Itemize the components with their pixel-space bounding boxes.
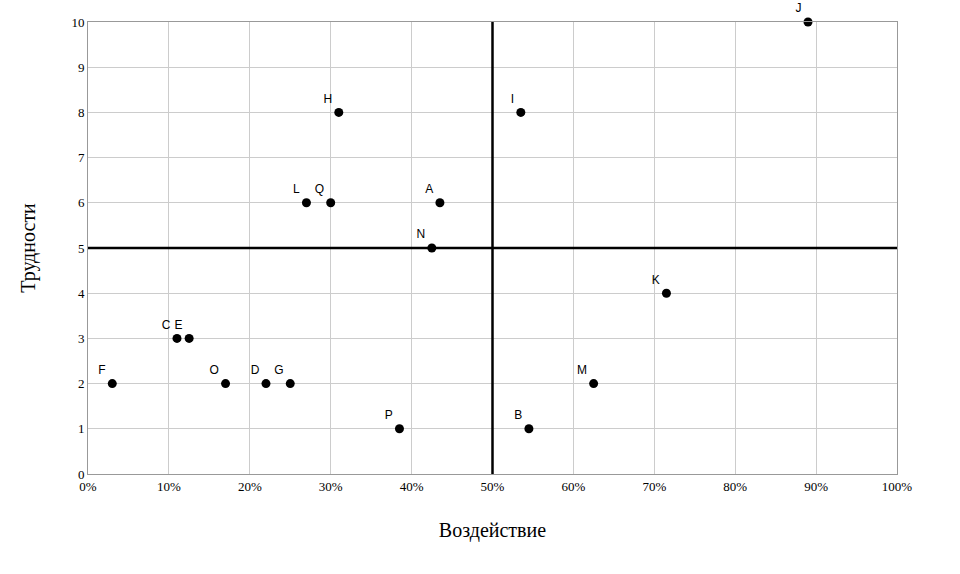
svg-text:4: 4 xyxy=(78,286,85,301)
svg-text:N: N xyxy=(417,227,426,241)
svg-text:F: F xyxy=(98,363,105,377)
svg-text:O: O xyxy=(210,363,219,377)
svg-text:J: J xyxy=(795,1,801,15)
svg-text:I: I xyxy=(511,92,514,106)
svg-text:100%: 100% xyxy=(882,479,913,494)
svg-text:9: 9 xyxy=(78,60,85,75)
svg-text:Трудности: Трудности xyxy=(17,203,40,293)
svg-text:M: M xyxy=(577,363,587,377)
svg-text:A: A xyxy=(425,182,433,196)
svg-text:90%: 90% xyxy=(804,479,828,494)
svg-text:L: L xyxy=(293,182,300,196)
svg-text:G: G xyxy=(274,363,283,377)
svg-text:7: 7 xyxy=(78,150,85,165)
svg-text:80%: 80% xyxy=(723,479,747,494)
svg-text:2: 2 xyxy=(78,376,85,391)
svg-text:50%: 50% xyxy=(481,479,505,494)
svg-text:P: P xyxy=(385,408,393,422)
svg-text:1: 1 xyxy=(78,421,85,436)
svg-text:H: H xyxy=(323,92,332,106)
svg-text:5: 5 xyxy=(78,241,85,256)
svg-text:70%: 70% xyxy=(642,479,666,494)
svg-text:B: B xyxy=(514,408,522,422)
svg-text:40%: 40% xyxy=(400,479,424,494)
svg-text:10%: 10% xyxy=(157,479,181,494)
svg-text:K: K xyxy=(652,273,660,287)
svg-text:3: 3 xyxy=(78,331,85,346)
svg-text:Воздействие: Воздействие xyxy=(439,519,546,542)
svg-text:60%: 60% xyxy=(561,479,585,494)
svg-text:20%: 20% xyxy=(238,479,262,494)
svg-text:E: E xyxy=(174,318,182,332)
svg-text:0%: 0% xyxy=(79,479,97,494)
svg-text:C: C xyxy=(162,318,171,332)
svg-text:0: 0 xyxy=(78,467,85,482)
svg-text:10: 10 xyxy=(71,15,84,30)
svg-text:6: 6 xyxy=(78,195,85,210)
svg-text:8: 8 xyxy=(78,105,85,120)
svg-text:30%: 30% xyxy=(319,479,343,494)
svg-text:Q: Q xyxy=(315,182,324,196)
svg-text:D: D xyxy=(251,363,260,377)
